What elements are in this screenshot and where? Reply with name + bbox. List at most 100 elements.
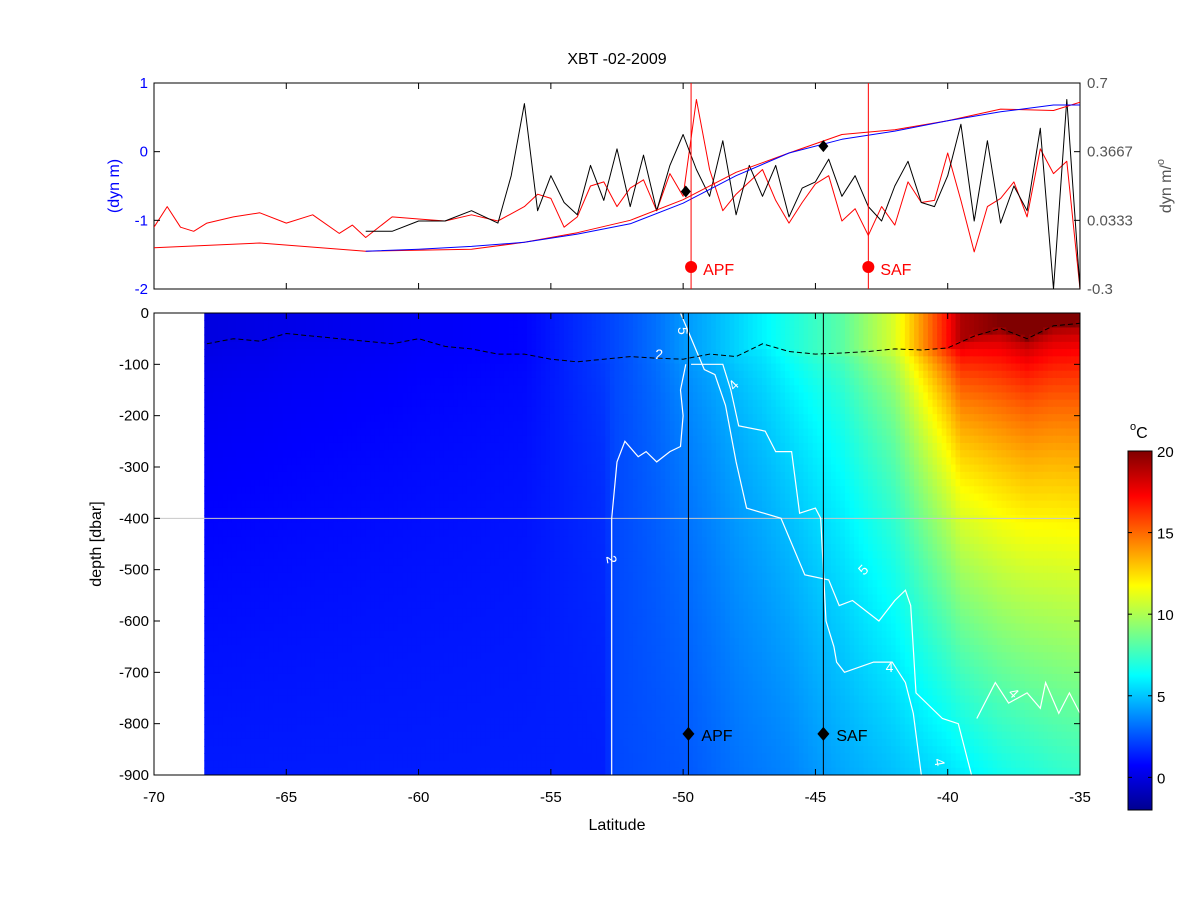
temperature-cell (443, 753, 450, 762)
temperature-cell (245, 327, 251, 336)
temperature-cell (508, 551, 514, 560)
temperature-cell (250, 327, 256, 336)
temperature-cell (411, 385, 417, 394)
temperature-cell (241, 515, 247, 523)
temperature-cell (231, 681, 238, 689)
temperature-cell (549, 377, 556, 386)
temperature-cell (370, 544, 376, 552)
temperature-cell (319, 587, 325, 596)
temperature-cell (503, 334, 510, 343)
temperature-cell (324, 681, 330, 689)
temperature-cell (374, 666, 381, 675)
temperature-cell (384, 450, 390, 458)
temperature-cell (204, 760, 210, 769)
temperature-cell (278, 767, 284, 775)
temperature-cell (231, 435, 238, 444)
temperature-cell (296, 392, 302, 401)
temperature-cell (466, 652, 473, 661)
temperature-cell (264, 529, 270, 538)
temperature-cell (540, 652, 546, 661)
temperature-cell (453, 406, 459, 415)
temperature-cell (384, 479, 390, 487)
temperature-cell (554, 320, 560, 329)
temperature-cell (287, 572, 293, 581)
temperature-cell (250, 406, 256, 415)
temperature-cell (324, 507, 330, 516)
temperature-cell (282, 717, 288, 726)
temperature-cell (554, 334, 560, 343)
temperature-cell (337, 479, 344, 487)
temperature-cell (402, 486, 408, 495)
temperature-cell (333, 450, 339, 458)
temperature-cell (434, 623, 440, 632)
temperature-cell (499, 659, 505, 668)
temperature-cell (503, 327, 510, 336)
temperature-cell (360, 471, 367, 480)
temperature-cell (503, 500, 510, 509)
temperature-cell (310, 608, 316, 617)
temperature-cell (554, 442, 560, 451)
temperature-cell (296, 399, 302, 408)
temperature-cell (287, 594, 293, 603)
temperature-cell (430, 673, 436, 682)
temperature-cell (393, 313, 399, 321)
temperature-cell (513, 724, 519, 733)
temperature-cell (466, 500, 473, 509)
temperature-cell (305, 334, 311, 343)
temperature-cell (356, 356, 362, 365)
temperature-cell (301, 767, 307, 775)
temperature-cell (314, 753, 321, 762)
temperature-cell (554, 529, 560, 538)
temperature-cell (536, 399, 542, 408)
temperature-cell (241, 406, 247, 415)
temperature-cell (301, 695, 307, 704)
temperature-cell (351, 522, 357, 531)
temperature-cell (439, 544, 445, 552)
temperature-cell (259, 746, 265, 754)
temperature-cell (268, 399, 275, 408)
temperature-cell (494, 356, 500, 365)
temperature-cell (508, 695, 514, 704)
temperature-cell (273, 536, 279, 545)
temperature-cell (218, 414, 224, 422)
temperature-cell (420, 688, 427, 697)
temperature-cell (434, 536, 440, 545)
temperature-cell (485, 421, 491, 430)
temperature-cell (503, 702, 510, 711)
temperature-cell (245, 637, 251, 646)
temperature-cell (457, 536, 463, 545)
temperature-cell (250, 313, 256, 321)
temperature-cell (370, 645, 376, 653)
temperature-cell (540, 435, 546, 444)
temperature-cell (250, 493, 256, 502)
temperature-cell (250, 385, 256, 394)
temperature-cell (333, 688, 339, 697)
temperature-cell (208, 399, 215, 408)
temperature-cell (384, 572, 390, 581)
temperature-cell (351, 406, 357, 415)
temperature-cell (490, 450, 496, 458)
temperature-cell (453, 515, 459, 523)
temperature-cell (540, 673, 546, 682)
temperature-cell (402, 392, 408, 401)
temperature-cell (268, 572, 275, 581)
temperature-cell (402, 479, 408, 487)
temperature-cell (291, 731, 298, 740)
temperature-cell (222, 673, 228, 682)
temperature-cell (208, 442, 215, 451)
temperature-cell (554, 406, 560, 415)
temperature-cell (287, 450, 293, 458)
temperature-cell (517, 421, 523, 430)
temperature-cell (554, 493, 560, 502)
temperature-cell (522, 673, 528, 682)
temperature-cell (250, 536, 256, 545)
temperature-cell (287, 746, 293, 754)
temperature-cell (457, 673, 463, 682)
temperature-cell (208, 695, 215, 704)
temperature-cell (531, 659, 537, 668)
temperature-cell (218, 392, 224, 401)
temperature-cell (430, 724, 436, 733)
temperature-cell (476, 608, 482, 617)
temperature-cell (379, 544, 385, 552)
temperature-cell (374, 753, 381, 762)
